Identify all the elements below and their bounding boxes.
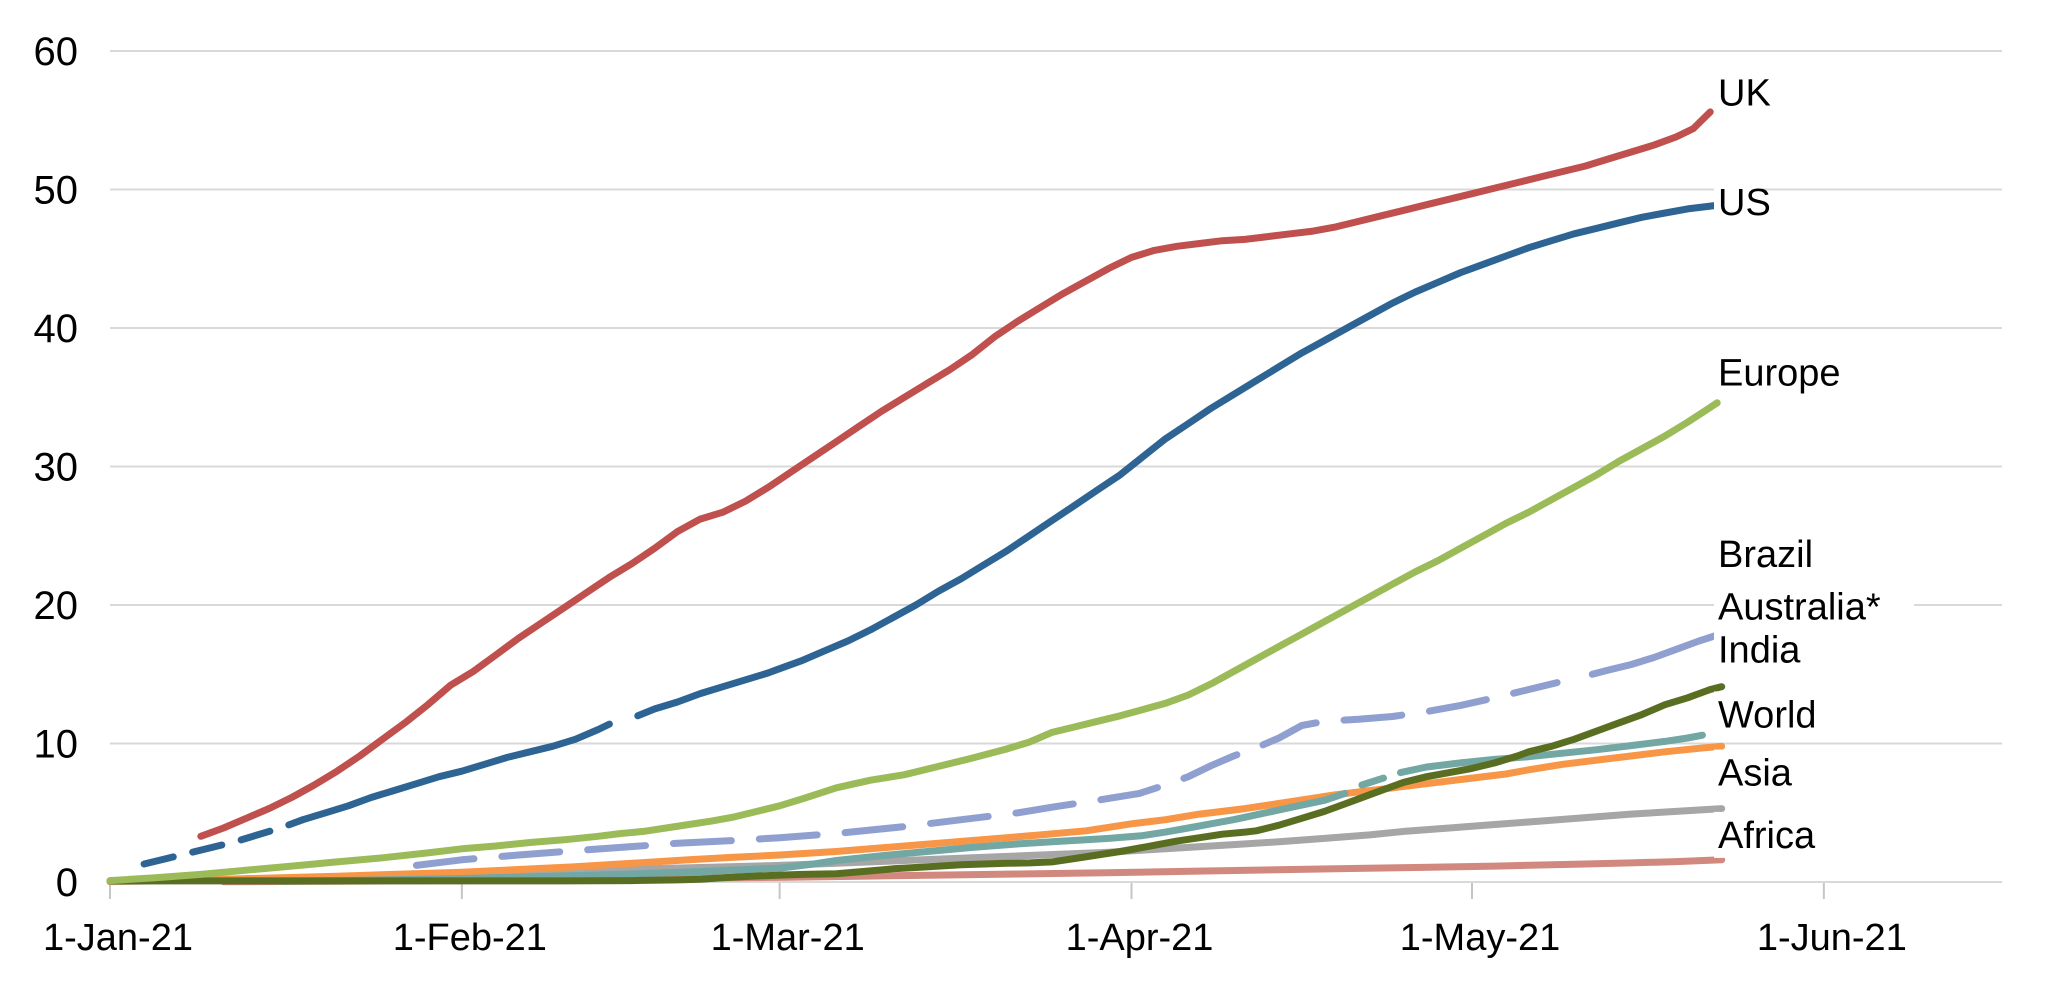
y-axis-label-40: 40 xyxy=(34,307,79,351)
series-label-bg-us xyxy=(1714,178,1762,225)
series-line-brazil-seg1 xyxy=(1588,627,1737,678)
series-line-india-seg1 xyxy=(1358,774,1387,789)
series-label-australia: Australia* xyxy=(1718,586,1881,628)
x-axis-label-1-Feb-21: 1-Feb-21 xyxy=(393,917,547,959)
series-line-us xyxy=(140,816,307,868)
series-line-us-seg1 xyxy=(299,720,613,824)
series-label-uk: UK xyxy=(1718,73,1771,115)
y-axis-label-50: 50 xyxy=(34,169,79,213)
series-line-australia xyxy=(106,683,1726,885)
series-label-europe: Europe xyxy=(1718,352,1841,394)
y-axis-label-0: 0 xyxy=(56,861,78,905)
x-axis-label-1-May-21: 1-May-21 xyxy=(1400,917,1561,959)
series-line-india xyxy=(276,789,1349,885)
series-line-brazil xyxy=(412,679,1561,869)
x-axis-label-1-Jun-21: 1-Jun-21 xyxy=(1757,917,1907,959)
series-label-bg-asia xyxy=(1714,749,1800,796)
series-line-world xyxy=(106,742,1726,885)
series-label-bg-brazil xyxy=(1714,530,1838,577)
series-label-bg-africa xyxy=(1714,811,1838,858)
series-label-bg-uk xyxy=(1714,69,1762,116)
series-line-india-seg2 xyxy=(1397,731,1706,777)
y-axis-label-20: 20 xyxy=(34,584,79,628)
series-label-world: World xyxy=(1718,694,1817,736)
series-label-bg-australia xyxy=(1714,583,1914,630)
series-label-india: India xyxy=(1718,629,1801,671)
x-axis-label-1-Apr-21: 1-Apr-21 xyxy=(1066,917,1214,959)
y-axis-label-30: 30 xyxy=(34,446,79,490)
y-axis-label-60: 60 xyxy=(34,30,79,74)
series-label-us: US xyxy=(1718,182,1771,224)
x-axis-label-1-Mar-21: 1-Mar-21 xyxy=(711,917,865,959)
series-label-bg-india xyxy=(1714,626,1819,673)
series-label-bg-europe xyxy=(1714,349,1838,396)
series-line-europe xyxy=(106,399,1721,885)
series-label-asia: Asia xyxy=(1718,753,1793,795)
series-line-us-seg2 xyxy=(634,201,1726,720)
series-label-africa: Africa xyxy=(1718,815,1816,857)
series-label-bg-world xyxy=(1714,691,1819,738)
series-line-uk xyxy=(197,108,1714,840)
series-label-brazil: Brazil xyxy=(1718,534,1813,576)
y-axis-label-10: 10 xyxy=(34,723,79,767)
x-axis-label-1-Jan-21: 1-Jan-21 xyxy=(43,917,193,959)
